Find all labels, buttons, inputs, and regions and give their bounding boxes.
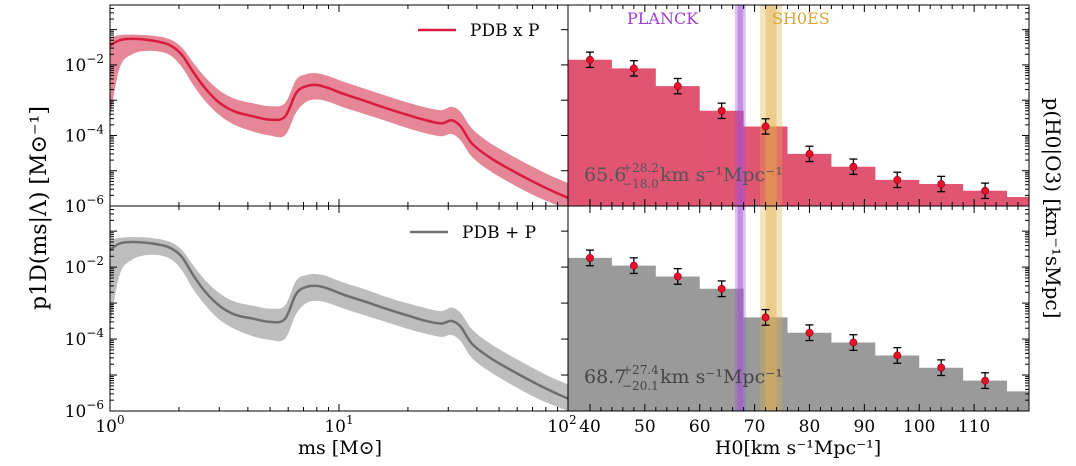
x-tick-label: 100 (903, 417, 935, 437)
h0-bottom-data-point (981, 372, 990, 390)
h0-bottom-histogram (568, 257, 1029, 411)
h0-bottom-point-marker (586, 254, 594, 262)
h0-estimate-bottom-plus: +27.4 (622, 363, 659, 377)
y-axis-label-left: p1D(ms|Λ) [M⊙⁻¹] (27, 106, 52, 310)
h0-bottom-data-point (805, 324, 814, 342)
h0-bottom-data-point (717, 280, 726, 298)
h0-bottom-data-point (673, 267, 682, 285)
y-tick-label: 10−2 (65, 254, 104, 278)
h0-bottom-point-marker (937, 363, 946, 372)
h0-top-point-marker (893, 175, 902, 184)
x-tick-label: 102 (547, 413, 576, 437)
h0-bottom-data-point (761, 308, 770, 326)
h0-bottom-point-marker (717, 284, 726, 293)
h0-estimate-bottom-minus: −20.1 (622, 379, 659, 393)
x-tick-label: 100 (95, 413, 124, 437)
h0-bottom-point-marker (629, 261, 638, 270)
legend-label-top: PDB x P (470, 21, 539, 41)
h0-top-data-point (893, 171, 902, 189)
y-axis-label-right: p(H0|O3) [km⁻¹sMpc] (1040, 98, 1065, 319)
h0-bottom-sh0es-band-2sigma (760, 206, 783, 411)
planck-label: PLANCK (627, 9, 699, 28)
h0-top-sh0es-band-2sigma (760, 5, 783, 206)
x-tick-label: 80 (799, 417, 821, 437)
x-axis-label-left: ms [M⊙] (298, 437, 382, 459)
h0-bottom-data-point (849, 334, 858, 352)
h0-top-planck-band-2sigma (734, 5, 746, 206)
h0-top-point-marker (981, 186, 989, 195)
h0-top-histogram (568, 59, 1029, 206)
x-tick-label: 50 (634, 417, 656, 437)
y-tick-label: 10−6 (65, 193, 104, 217)
h0-top-point-marker (673, 82, 682, 91)
h0-top-data-point (805, 145, 814, 163)
h0-bottom-data-point (893, 346, 902, 364)
h0-top-point-marker (937, 180, 946, 188)
h0-bottom-data-point (937, 359, 946, 377)
h0-top-data-point (585, 51, 594, 69)
h0-top-data-point (673, 77, 682, 95)
y-tick-label: 10−2 (65, 52, 104, 76)
h0-top-planck-band-1sigma (737, 5, 744, 206)
h0-estimate-top-plus: +28.2 (622, 161, 659, 175)
panel-frame-bottom-right (567, 205, 1030, 412)
h0-top-point-marker (717, 106, 726, 115)
mass-bottom-credible-band (110, 237, 568, 411)
h0-top-data-point (629, 60, 638, 77)
x-tick-label: 90 (854, 417, 876, 437)
mass-top-median-line (110, 37, 568, 200)
h0-top-data-point (761, 118, 770, 135)
x-tick-label: 60 (689, 417, 711, 437)
h0-top-point-marker (761, 122, 770, 131)
h0-estimate-bottom-unit: km s⁻¹Mpc⁻¹ (660, 366, 783, 388)
h0-estimate-bottom-center: 68.7 (584, 366, 626, 388)
h0-top-point-marker (849, 162, 858, 171)
h0-estimate-bottom: 68.7 +27.4 −20.1 km s⁻¹Mpc⁻¹ (584, 363, 783, 393)
h0-top-data-point (981, 182, 990, 200)
x-axis-label-right: H0[km s⁻¹Mpc⁻¹] (715, 437, 881, 459)
h0-bottom-point-marker (849, 338, 858, 347)
h0-top-point-marker (586, 55, 594, 64)
h0-bottom-point-marker (893, 351, 902, 360)
h0-bottom-planck-band-1sigma (737, 206, 744, 411)
mass-bottom-median-line (110, 240, 568, 400)
h0-bottom-point-marker (761, 313, 770, 322)
h0-top-sh0es-band-1sigma (765, 5, 777, 206)
h0-bottom-point-marker (981, 376, 989, 385)
x-tick-label: 110 (958, 417, 990, 437)
h0-estimate-top-minus: −18.0 (622, 177, 659, 191)
h0-bottom-data-point (629, 257, 638, 275)
h0-estimate-top-center: 65.6 (584, 164, 626, 186)
h0-top-point-marker (629, 64, 638, 73)
x-tick-label: 40 (579, 417, 601, 437)
h0-bottom-point-marker (673, 272, 682, 281)
x-tick-label: 101 (324, 413, 353, 437)
h0-bottom-sh0es-band-1sigma (765, 206, 777, 411)
h0-top-data-point (717, 102, 726, 120)
h0-top-data-point (937, 175, 946, 193)
shoes-label: SH0ES (772, 9, 830, 28)
x-tick-label: 70 (744, 417, 766, 437)
legend-label-bottom: PDB + P (462, 223, 536, 243)
h0-estimate-top-unit: km s⁻¹Mpc⁻¹ (660, 164, 783, 186)
h0-estimate-top: 65.6 +28.2 −18.0 km s⁻¹Mpc⁻¹ (584, 161, 783, 191)
y-tick-label: 10−6 (65, 398, 104, 422)
y-tick-label: 10−4 (65, 326, 105, 350)
y-tick-label: 10−4 (65, 122, 105, 146)
h0-bottom-data-point (585, 249, 594, 267)
h0-top-data-point (849, 158, 858, 176)
h0-top-point-marker (805, 150, 814, 158)
h0-bottom-point-marker (805, 328, 814, 337)
h0-bottom-planck-band-2sigma (734, 206, 746, 411)
mass-top-credible-band (110, 34, 568, 206)
